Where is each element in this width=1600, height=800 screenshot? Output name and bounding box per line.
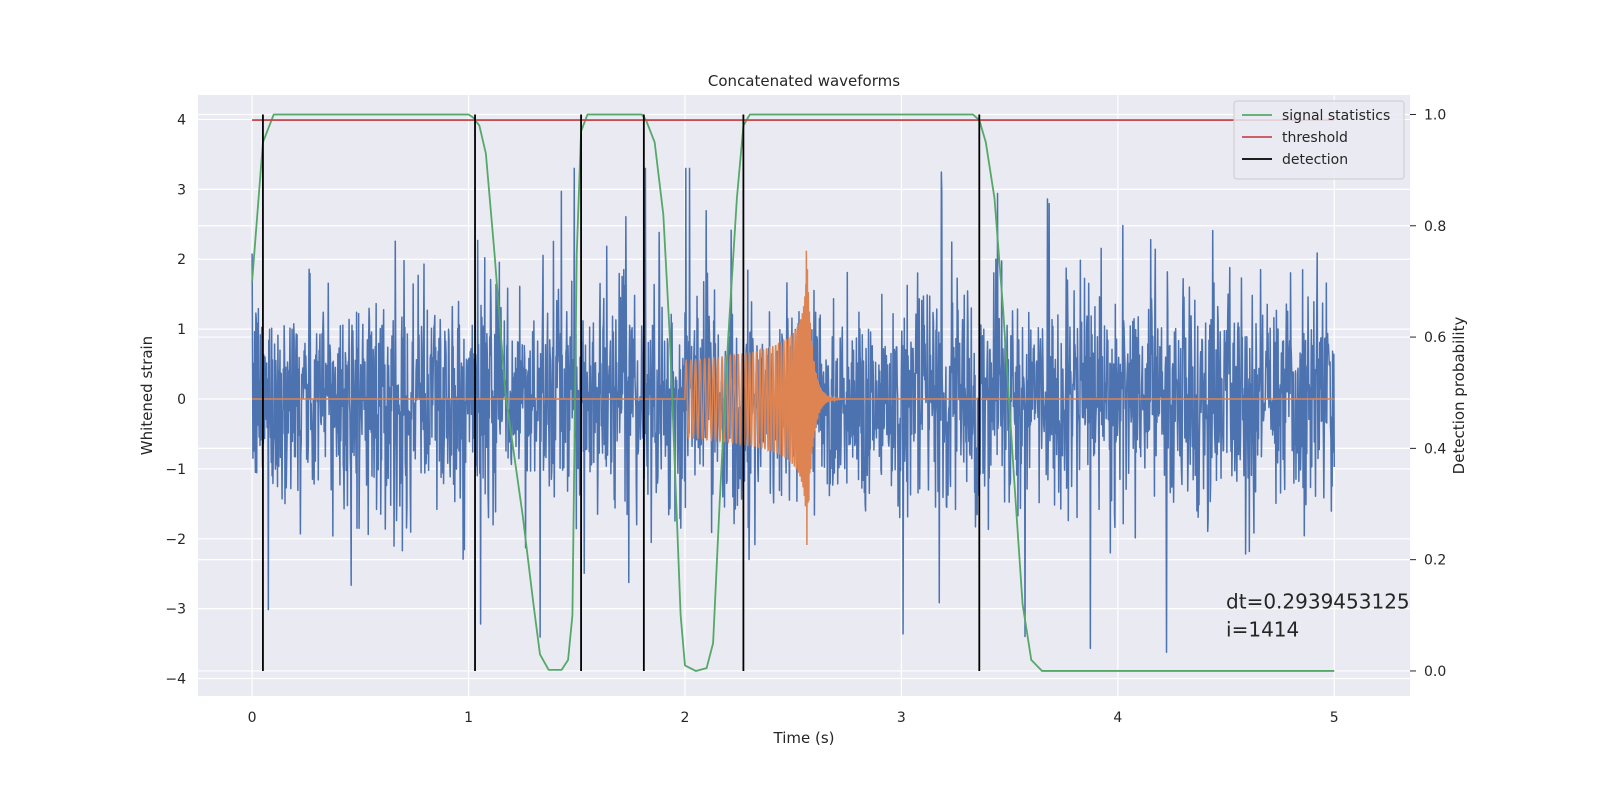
y2-tick-label: 0.8 [1424, 219, 1446, 235]
y2-tick-label: 0.2 [1424, 553, 1446, 569]
y-tick-label: 2 [177, 252, 186, 268]
y-tick-label: −1 [165, 462, 186, 478]
y-tick-label: 3 [177, 182, 186, 198]
y-tick-label: −2 [165, 532, 186, 548]
x-tick-label: 0 [248, 710, 257, 726]
legend: signal statistics threshold detection [1233, 100, 1405, 180]
x-tick-label: 3 [897, 710, 906, 726]
x-tick-label: 2 [681, 710, 690, 726]
x-tick-label: 1 [464, 710, 473, 726]
y2-axis-label: Detection probability [1450, 317, 1468, 475]
y2-tick-label: 0.4 [1424, 441, 1446, 457]
series-signal-statistics [251, 113, 1335, 672]
y2-tick-label: 1.0 [1424, 107, 1446, 123]
y-tick-label: 4 [177, 112, 186, 128]
legend-entry: signal statistics [1282, 108, 1390, 124]
x-tick-label: 4 [1113, 710, 1122, 726]
y2-tick-label: 0.0 [1424, 664, 1446, 680]
legend-entry: detection [1282, 152, 1348, 168]
y-tick-label: −4 [165, 672, 186, 688]
y-axis-label: Whitened strain [138, 336, 156, 455]
y-tick-label: 0 [177, 392, 186, 408]
chart-title: Concatenated waveforms [708, 72, 900, 90]
legend-box [1233, 100, 1405, 180]
series-chirp [252, 250, 1335, 545]
y-tick-label: −3 [165, 602, 186, 618]
annotation-dt: dt=0.2939453125 [1226, 590, 1410, 614]
x-tick-label: 5 [1330, 710, 1339, 726]
y2-tick-label: 0.6 [1424, 330, 1446, 346]
series-layer [251, 113, 1335, 672]
y-tick-label: 1 [177, 322, 186, 338]
annotation-index: i=1414 [1226, 618, 1299, 642]
legend-entry: threshold [1282, 130, 1348, 146]
x-axis-label: Time (s) [773, 729, 835, 747]
annotations: dt=0.2939453125 i=1414 [1226, 590, 1410, 642]
ticks: 0 1 2 3 4 5 −4 −3 −2 −1 0 1 2 3 4 0.0 0.2 0.4 0.6 0.8 1.0 [165, 107, 1446, 726]
